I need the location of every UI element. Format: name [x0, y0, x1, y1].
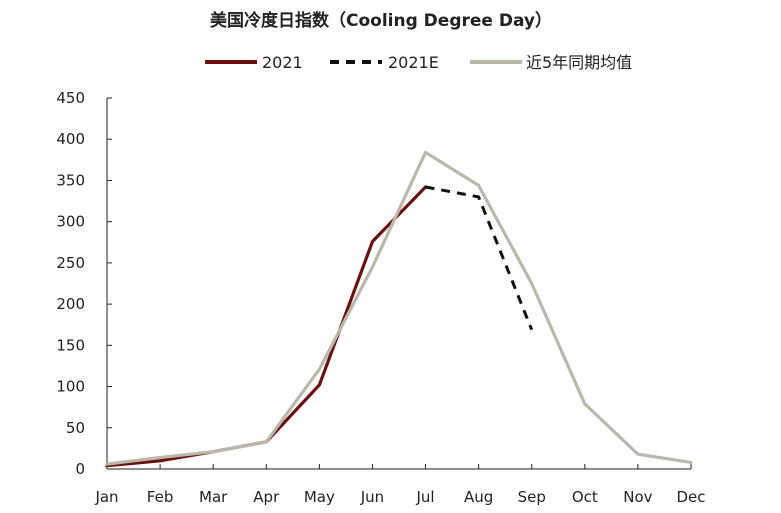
y-tick-label: 400 — [56, 130, 85, 148]
series-line-2021e — [425, 185, 534, 331]
chart-series — [105, 150, 693, 468]
series-line-2021 — [105, 185, 428, 468]
chart-legend: 2021 2021E 近5年同期均值 — [205, 53, 632, 72]
x-tick-label: Jul — [415, 488, 434, 506]
x-tick-label: Nov — [623, 488, 652, 506]
x-tick-label: Sep — [518, 488, 546, 506]
chart-title: 美国冷度日指数（Cooling Degree Day） — [210, 10, 552, 31]
legend-label: 2021 — [262, 53, 303, 72]
y-tick-label: 50 — [66, 419, 85, 437]
x-tick-label: Mar — [199, 488, 228, 506]
y-tick-label: 300 — [56, 213, 85, 231]
y-tick-label: 0 — [75, 460, 85, 478]
series-line-five-year-average — [105, 150, 693, 466]
x-tick-label: Jan — [94, 488, 118, 506]
y-tick-label: 100 — [56, 378, 85, 396]
legend-label: 2021E — [388, 53, 439, 72]
y-tick-label: 250 — [56, 254, 85, 272]
y-tick-label: 450 — [56, 89, 85, 107]
chart-axes: 0 50 100 150 200 250 300 350 400 450 Jan Feb Mar Apr M… — [56, 89, 705, 506]
y-tick-label: 200 — [56, 295, 85, 313]
legend-label: 近5年同期均值 — [526, 53, 632, 72]
x-tick-label: Aug — [464, 488, 493, 506]
x-tick-label: Feb — [147, 488, 174, 506]
y-tick-label: 150 — [56, 336, 85, 354]
y-tick-label: 350 — [56, 171, 85, 189]
x-tick-label: Jun — [360, 488, 384, 506]
x-tick-label: Oct — [572, 488, 598, 506]
x-tick-label: Dec — [676, 488, 705, 506]
x-tick-label: May — [304, 488, 335, 506]
x-tick-label: Apr — [253, 488, 280, 506]
